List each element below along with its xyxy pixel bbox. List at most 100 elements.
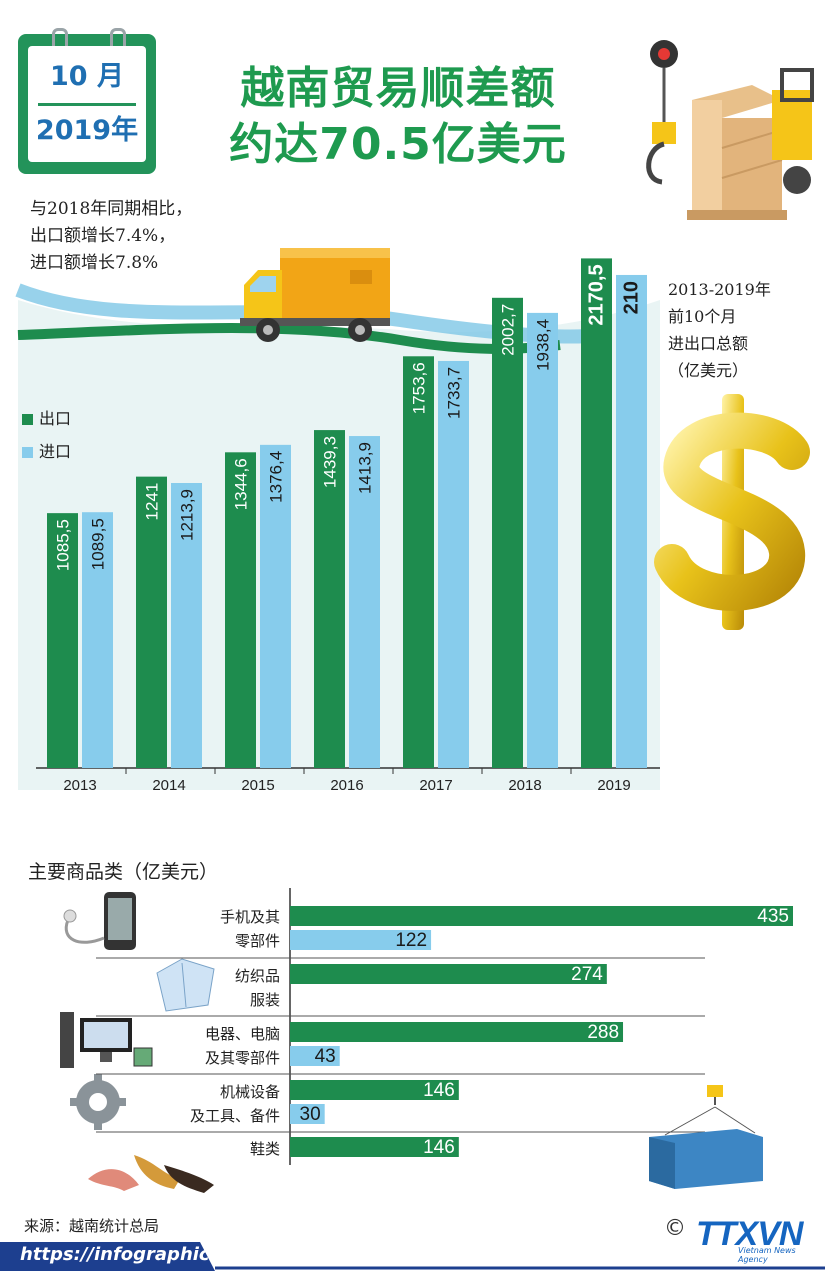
dollar-icon (654, 394, 810, 630)
commodity-value-label: 288 (587, 1022, 619, 1043)
bar-value-label: 2002,7 (499, 304, 518, 356)
category-label-line: 及工具、备件 (189, 1107, 280, 1125)
bar-value-label: 1085,5 (54, 519, 73, 571)
shirt-icon (156, 958, 215, 1012)
bar-value-label: 1413,9 (356, 442, 375, 494)
bar-value-label: 1753,6 (410, 362, 429, 414)
growth-note-line: 进口额增长7.8% (30, 253, 159, 273)
bar-import (171, 482, 202, 768)
page-title-line2: 约达70.5亿美元 (229, 119, 567, 170)
bar-value-label: 1344,6 (232, 458, 251, 510)
commodity-value-label: 146 (423, 1137, 455, 1158)
ttxvn-logo-subtitle: Vietnam News Agency (738, 1246, 796, 1264)
ttxvn-logo: TTXVN (696, 1215, 803, 1253)
container-icon (649, 1085, 763, 1189)
commodity-bar-export (290, 1022, 624, 1042)
commodity-bar-import (290, 1046, 340, 1066)
x-tick-label: 2019 (597, 777, 630, 794)
legend-export-swatch (22, 414, 33, 425)
bar-value-label: 1938,4 (534, 319, 553, 371)
legend-export: 出口 (22, 405, 71, 429)
bar-export (403, 356, 434, 768)
website-link[interactable]: https://infographics.vn (20, 1244, 252, 1265)
chart-caption-line: （亿美元） (668, 361, 749, 380)
calendar-badge: 10 月 2019年 (18, 28, 156, 174)
footer-bar (0, 1242, 825, 1271)
x-tick-label: 2017 (419, 777, 452, 794)
bar-import (82, 512, 113, 768)
category-label-line: 鞋类 (249, 1140, 280, 1158)
bar-export (47, 513, 78, 768)
calendar-year: 2019年 (35, 115, 139, 146)
category-label-line: 电器、电脑 (204, 1025, 280, 1043)
commodity-value-label: 435 (757, 906, 789, 927)
x-tick-label: 2016 (330, 777, 363, 794)
bar-import (616, 274, 647, 768)
category-label: 电器、电脑 及其零部件 (100, 1022, 280, 1070)
commodity-bar-export (290, 906, 793, 926)
bar-import (260, 444, 291, 768)
category-label-line: 服装 (249, 991, 280, 1009)
bar-value-label: 2170,5 (586, 264, 608, 325)
shoes-icon (88, 1155, 214, 1193)
commodity-bar-chart: 435 122 274 288 43 146 30 146 (96, 888, 793, 1165)
commodity-bar-import (290, 1104, 325, 1124)
chart-caption-line: 2013-2019年 (668, 280, 771, 299)
category-label: 鞋类 (100, 1137, 280, 1161)
bar-value-label: 1213,9 (178, 489, 197, 541)
bar-value-label: 1439,3 (321, 436, 340, 488)
bar-value-label: 1733,7 (445, 367, 464, 419)
bar-value-label: 210 (621, 281, 643, 314)
x-tick-label: 2018 (508, 777, 541, 794)
truck-icon (240, 248, 390, 342)
legend-import-swatch (22, 447, 33, 458)
category-label-line: 机械设备 (219, 1083, 280, 1101)
calendar-month: 10 月 (50, 61, 124, 92)
commodity-bar-export (290, 1137, 459, 1157)
bar-value-label: 1376,4 (267, 451, 286, 503)
trade-bar-chart: 1085,5 1089,5 2013 1241 1213,9 2014 1344,6 1376… (36, 258, 660, 794)
commodity-value-label: 122 (395, 930, 427, 951)
growth-note: 与2018年同期相比， 出口额增长7.4%， 进口额增长7.8% (30, 196, 192, 277)
forklift-icon (646, 40, 814, 220)
category-label-line: 纺织品 (234, 967, 280, 985)
chart-caption: 2013-2019年 前10个月 进出口总额 （亿美元） (668, 276, 771, 384)
commodity-bar-import (290, 930, 432, 950)
bar-value-label: 1089,5 (89, 518, 108, 570)
bar-export (314, 430, 345, 768)
source-note: 来源：越南统计总局 (24, 1217, 160, 1235)
chart-caption-line: 进出口总额 (668, 334, 749, 353)
computer-icon (60, 1012, 153, 1068)
growth-note-line: 出口额增长7.4%， (30, 226, 176, 246)
phone-icon (63, 892, 136, 950)
bar-export (581, 258, 612, 768)
bar-import (438, 360, 469, 768)
commodity-section-title: 主要商品类（亿美元） (28, 861, 219, 883)
bar-import (527, 312, 558, 768)
legend-import-label: 进口 (39, 442, 72, 461)
x-tick-label: 2013 (63, 777, 96, 794)
category-label-line: 手机及其 (219, 908, 280, 926)
commodity-bar-export (290, 1080, 459, 1100)
commodity-value-label: 146 (423, 1080, 455, 1101)
category-label-line: 零部件 (234, 932, 280, 950)
commodity-bar-export (290, 964, 607, 984)
x-tick-label: 2014 (152, 777, 185, 794)
bar-export (136, 476, 167, 768)
gear-icon (70, 1074, 126, 1130)
bar-value-label: 1241 (143, 483, 162, 521)
category-label-line: 及其零部件 (204, 1049, 280, 1067)
bar-export (225, 452, 256, 768)
commodity-value-label: 30 (300, 1104, 321, 1125)
legend-import: 进口 (22, 438, 71, 462)
chart-caption-line: 前10个月 (668, 307, 737, 326)
commodity-value-label: 274 (571, 964, 603, 985)
bar-import (349, 436, 380, 768)
commodity-value-label: 43 (315, 1046, 336, 1067)
x-tick-label: 2015 (241, 777, 274, 794)
bar-export (492, 297, 523, 768)
growth-note-line: 与2018年同期相比， (30, 199, 193, 219)
category-label: 纺织品 服装 (100, 964, 280, 1012)
category-label: 手机及其 零部件 (100, 905, 280, 953)
page-title-line1: 越南贸易顺差额 (240, 63, 556, 114)
